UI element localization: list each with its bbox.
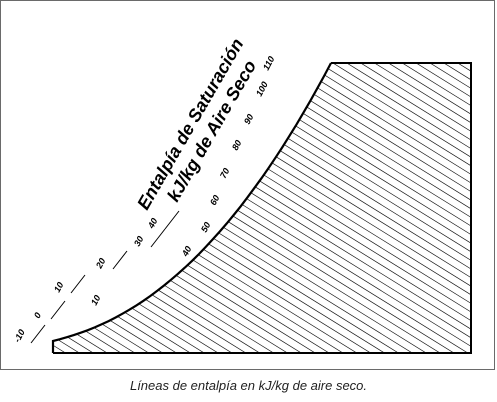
left-enthalpy-scale: -10 0 10 20 30 40 bbox=[12, 210, 180, 344]
left-scale-tick bbox=[70, 274, 86, 294]
enthalpy-line bbox=[41, 1, 481, 52]
enthalpy-line bbox=[53, 63, 471, 181]
curve-scale-label: 90 bbox=[242, 112, 256, 126]
enthalpy-line bbox=[53, 277, 471, 353]
enthalpy-line bbox=[53, 63, 471, 302]
enthalpy-line bbox=[53, 63, 471, 121]
enthalpy-line bbox=[53, 63, 471, 147]
enthalpy-line bbox=[53, 63, 471, 310]
enthalpy-line bbox=[53, 105, 471, 353]
enthalpy-line bbox=[41, 1, 481, 60]
enthalpy-line bbox=[41, 364, 481, 371]
enthalpy-line bbox=[53, 156, 471, 353]
enthalpy-line bbox=[53, 63, 471, 207]
enthalpy-line bbox=[53, 63, 471, 164]
enthalpy-line bbox=[53, 294, 471, 353]
enthalpy-line bbox=[53, 337, 471, 353]
enthalpy-line bbox=[53, 242, 471, 353]
diagram-title: Entalpía de Saturación kJ/kg de Aire Sec… bbox=[133, 35, 260, 213]
enthalpy-line bbox=[53, 79, 471, 353]
figure-frame: -10 0 10 20 30 40 10 40 50 60 70 80 90 100 110 Entalp… bbox=[0, 0, 495, 370]
curve-scale-label: 40 bbox=[179, 244, 193, 258]
enthalpy-hatch-lines bbox=[41, 1, 481, 371]
enthalpy-line bbox=[53, 70, 471, 345]
enthalpy-line bbox=[53, 63, 471, 113]
enthalpy-line bbox=[53, 63, 471, 233]
enthalpy-line bbox=[53, 346, 471, 353]
enthalpy-line bbox=[53, 285, 471, 353]
saturation-curve bbox=[51, 62, 332, 353]
enthalpy-line bbox=[41, 1, 481, 26]
enthalpy-line bbox=[41, 1, 481, 9]
enthalpy-line bbox=[53, 63, 471, 173]
enthalpy-line bbox=[53, 63, 471, 156]
enthalpy-line bbox=[53, 63, 471, 285]
enthalpy-line bbox=[53, 96, 471, 353]
enthalpy-line bbox=[53, 63, 471, 130]
curve-scale-label: 80 bbox=[230, 138, 244, 152]
enthalpy-line bbox=[41, 1, 481, 17]
enthalpy-line bbox=[53, 88, 471, 353]
curve-scale-label: 100 bbox=[254, 80, 270, 98]
left-scale-tick bbox=[30, 324, 46, 344]
enthalpy-line bbox=[53, 63, 471, 250]
left-scale-label: 20 bbox=[93, 256, 107, 270]
left-scale-label: 10 bbox=[52, 280, 66, 294]
figure-caption: Líneas de entalpía en kJ/kg de aire seco… bbox=[129, 378, 368, 393]
enthalpy-diagram: -10 0 10 20 30 40 10 40 50 60 70 80 90 100 110 Entalp… bbox=[12, 1, 481, 371]
chart-outline bbox=[53, 62, 472, 354]
curve-scale-label: 10 bbox=[89, 293, 103, 307]
enthalpy-line bbox=[53, 63, 471, 87]
enthalpy-line bbox=[41, 1, 481, 43]
left-scale-tick bbox=[112, 250, 128, 270]
enthalpy-line bbox=[53, 63, 471, 199]
left-scale-label: 40 bbox=[145, 216, 159, 230]
enthalpy-line bbox=[53, 122, 471, 353]
enthalpy-line bbox=[41, 1, 481, 34]
curve-scale-label: 70 bbox=[218, 166, 232, 180]
enthalpy-line bbox=[53, 174, 471, 353]
left-scale-tick bbox=[50, 300, 66, 320]
left-scale-label: 30 bbox=[132, 234, 146, 248]
enthalpy-line bbox=[53, 63, 471, 259]
enthalpy-line bbox=[53, 63, 471, 242]
enthalpy-line bbox=[53, 63, 471, 138]
enthalpy-line bbox=[53, 225, 471, 353]
enthalpy-line bbox=[53, 63, 471, 276]
enthalpy-line bbox=[53, 63, 471, 293]
enthalpy-line bbox=[53, 63, 471, 190]
left-scale-label: -10 bbox=[12, 328, 27, 344]
curve-scale-label: 50 bbox=[199, 220, 213, 234]
left-scale-tick bbox=[150, 228, 166, 248]
enthalpy-line bbox=[53, 63, 471, 70]
enthalpy-line bbox=[53, 63, 471, 267]
enthalpy-line bbox=[53, 63, 471, 336]
left-scale-label: 0 bbox=[32, 311, 43, 320]
left-scale-tick bbox=[164, 210, 180, 230]
curve-scale-label: 110 bbox=[261, 55, 277, 72]
enthalpy-line bbox=[41, 355, 481, 371]
curve-scale-label: 60 bbox=[208, 193, 222, 207]
enthalpy-line bbox=[53, 303, 471, 353]
